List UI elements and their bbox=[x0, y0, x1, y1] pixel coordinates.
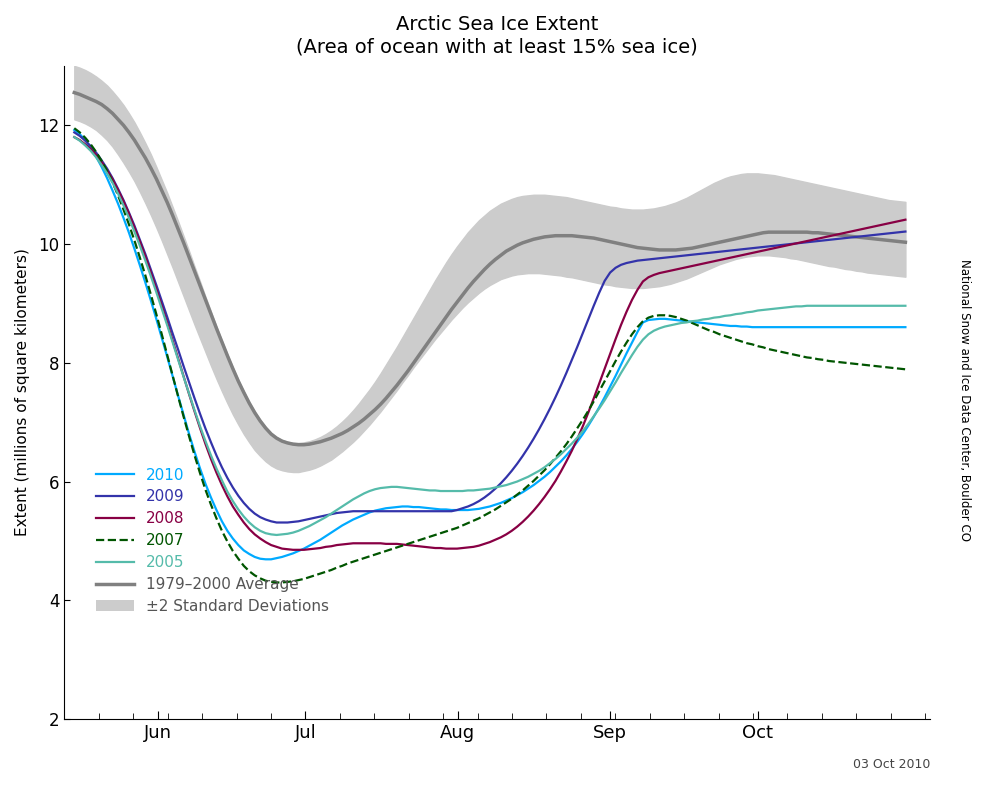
Title: Arctic Sea Ice Extent
(Area of ocean with at least 15% sea ice): Arctic Sea Ice Extent (Area of ocean wit… bbox=[296, 15, 698, 56]
Text: National Snow and Ice Data Center, Boulder CO: National Snow and Ice Data Center, Bould… bbox=[958, 259, 972, 541]
Legend: 2010, 2009, 2008, 2007, 2005, 1979–2000 Average, ±2 Standard Deviations: 2010, 2009, 2008, 2007, 2005, 1979–2000 … bbox=[89, 462, 335, 620]
Y-axis label: Extent (millions of square kilometers): Extent (millions of square kilometers) bbox=[15, 249, 30, 537]
Text: 03 Oct 2010: 03 Oct 2010 bbox=[853, 758, 930, 771]
